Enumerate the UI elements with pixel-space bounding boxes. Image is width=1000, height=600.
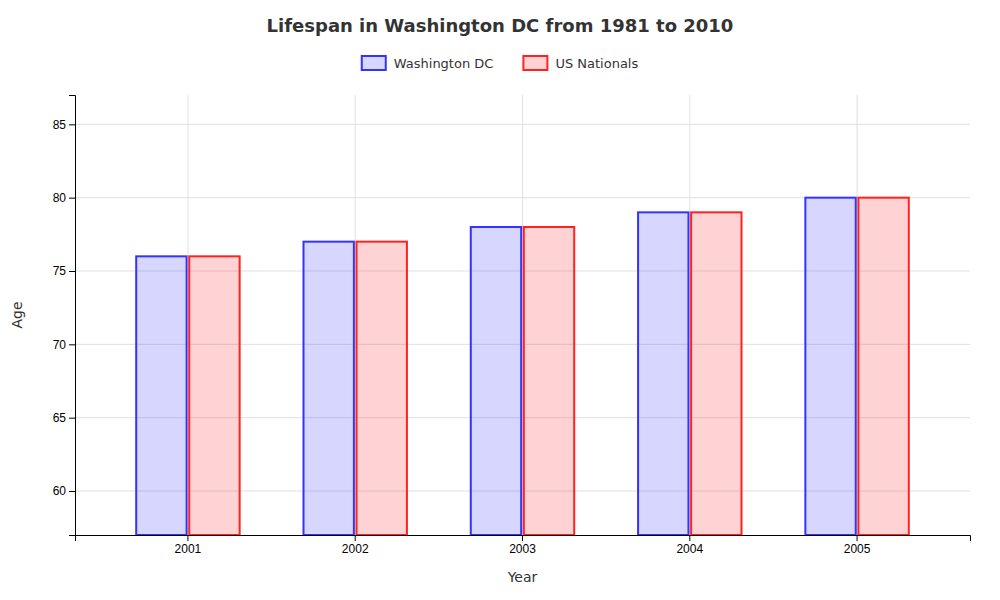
y-axis-title: Age	[9, 301, 25, 328]
legend-label: Washington DC	[394, 56, 494, 71]
tick-label: 2001	[175, 542, 202, 556]
tick-label: 60	[53, 484, 67, 498]
legend-swatch	[362, 56, 386, 70]
x-tick: 2003	[509, 535, 536, 556]
y-tick: 65	[53, 411, 75, 425]
legend-item: US Nationals	[523, 56, 638, 71]
tick-mark	[69, 198, 75, 199]
tick-label: 75	[53, 264, 67, 278]
legend-swatch	[523, 56, 547, 70]
tick-mark	[187, 535, 188, 541]
tick-mark	[69, 418, 75, 419]
x-tick: 2002	[342, 535, 369, 556]
tick-label: 2004	[676, 542, 703, 556]
bar	[805, 198, 855, 535]
tick-mark	[69, 124, 75, 125]
tick-mark	[355, 535, 356, 541]
chart: 2001 2002 2003 2004 2005 60 65 70 75 80 85 Lifespan…	[0, 0, 1000, 600]
x-tick: 2001	[175, 535, 202, 556]
x-axis: 2001 2002 2003 2004 2005	[76, 535, 971, 556]
bar	[303, 242, 353, 535]
y-tick: 85	[53, 118, 75, 132]
y-tick: 80	[53, 191, 75, 205]
tick-label: 2002	[342, 542, 369, 556]
tick-mark	[857, 535, 858, 541]
bar	[691, 212, 741, 535]
x-tick: 2004	[676, 535, 703, 556]
tick-label: 70	[53, 338, 67, 352]
tick-mark	[689, 535, 690, 541]
tick-label: 80	[53, 191, 67, 205]
legend: Washington DC US Nationals	[362, 56, 639, 71]
bar	[189, 256, 239, 535]
tick-label: 2005	[844, 542, 871, 556]
tick-label: 65	[53, 411, 67, 425]
grid	[75, 95, 970, 535]
x-axis-title: Year	[507, 569, 538, 585]
tick-label: 2003	[509, 542, 536, 556]
bar	[136, 256, 186, 535]
x-tick: 2005	[844, 535, 871, 556]
plot: 2001 2002 2003 2004 2005 60 65 70 75 80 85	[53, 95, 971, 556]
legend-label: US Nationals	[555, 56, 638, 71]
tick-mark	[522, 535, 523, 541]
bar	[638, 212, 688, 535]
legend-item: Washington DC	[362, 56, 494, 71]
bar	[858, 198, 908, 535]
tick-label: 85	[53, 118, 67, 132]
y-axis: 60 65 70 75 80 85	[53, 96, 76, 536]
y-tick: 70	[53, 338, 75, 352]
tick-mark	[69, 344, 75, 345]
bar	[471, 227, 521, 535]
bar	[524, 227, 574, 535]
bars	[136, 198, 909, 535]
axis-line	[76, 536, 971, 542]
y-tick: 75	[53, 264, 75, 278]
axis-line	[69, 96, 76, 536]
tick-mark	[69, 271, 75, 272]
bar	[357, 242, 407, 535]
title: Lifespan in Washington DC from 1981 to 2…	[267, 15, 734, 36]
y-tick: 60	[53, 484, 75, 498]
tick-mark	[69, 491, 75, 492]
